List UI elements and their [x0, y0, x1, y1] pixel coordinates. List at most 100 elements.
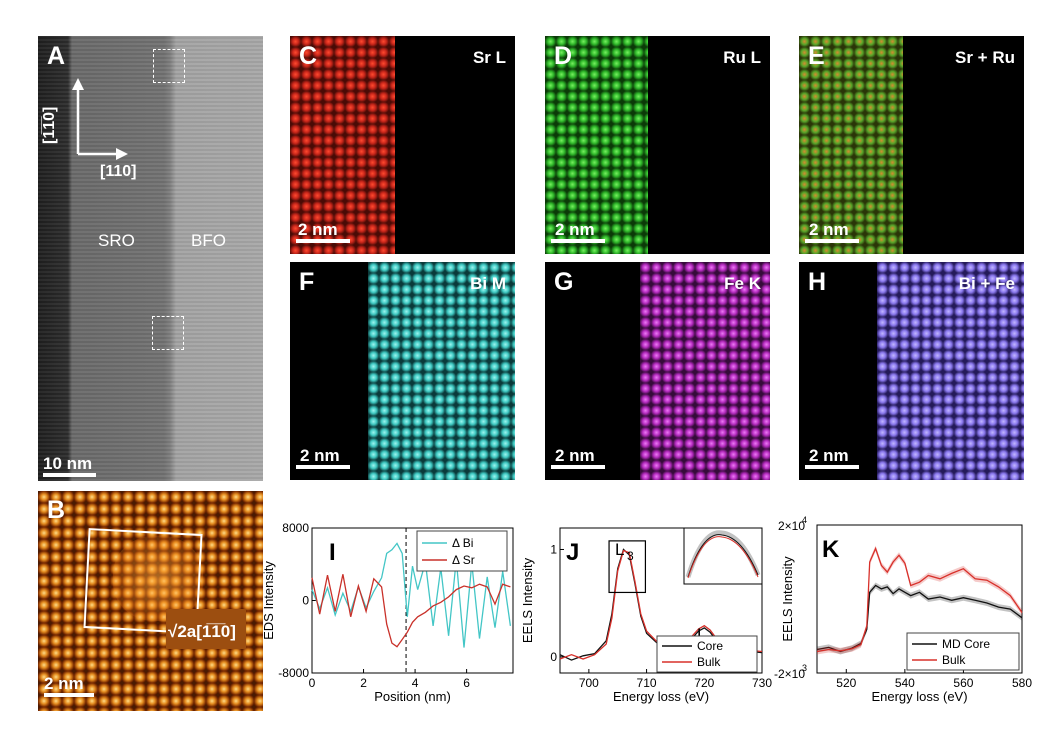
panel-label-c: C — [299, 42, 318, 70]
i-ytick-label-1: 0 — [302, 594, 309, 608]
panel-label-j: J — [566, 539, 579, 566]
j-ytick-label-1: 0 — [550, 650, 557, 664]
scale-bar-label-d: 2 nm — [555, 220, 595, 239]
k-plot-frame — [816, 524, 1023, 674]
scale-bar-h — [805, 465, 859, 469]
scale-bar-e — [805, 239, 859, 243]
k-series-line-0 — [816, 584, 1023, 653]
scale-bar-d — [551, 239, 605, 243]
i-y-axis-label: EDS Intensity — [261, 561, 276, 640]
map-element-g: Fe K — [724, 274, 761, 293]
j-plot-frame — [559, 527, 763, 674]
panel-a-stem-image: A [1̅1̅0] [110] SRO BFO 10 nm — [38, 36, 263, 481]
scale-bar-b — [44, 693, 94, 697]
i-legend-label-1: Δ Sr — [452, 553, 475, 567]
k-ytick-bottom-exp: 3 — [802, 663, 807, 673]
k-xtick-label-1: 540 — [895, 676, 915, 690]
k-y-axis-label: EELS Intensity — [780, 556, 795, 642]
j-legend-label-0: Core — [697, 639, 723, 653]
j-xtick-label-0: 700 — [579, 676, 599, 690]
j-xtick-label-1: 710 — [637, 676, 657, 690]
i-legend-label-0: Δ Bi — [452, 536, 473, 550]
scale-bar-label-g: 2 nm — [555, 446, 595, 465]
map-f-signal — [368, 262, 515, 480]
map-c-signal — [290, 36, 395, 254]
i-ytick-label-0: 8000 — [282, 521, 309, 535]
j-annotation-l2-letter: L — [697, 625, 706, 644]
k-band-0 — [817, 582, 1022, 655]
map-g-fe: G Fe K 2 nm — [545, 262, 770, 480]
scale-bar-label-b: 2 nm — [44, 674, 84, 693]
region-label-sro: SRO — [98, 231, 135, 250]
k-legend-label-1: Bulk — [942, 653, 966, 667]
i-x-axis-label: Position (nm) — [374, 689, 451, 704]
k-xtick-label-3: 580 — [1012, 676, 1032, 690]
panel-label-f: F — [299, 268, 315, 296]
panel-label-e: E — [808, 42, 825, 70]
j-inset-bulk-line — [687, 536, 759, 579]
map-f-bi: F Bi M 2 nm — [290, 262, 515, 480]
panel-label-k: K — [822, 536, 840, 563]
scale-bar-label-c: 2 nm — [298, 220, 338, 239]
k-x-axis-label: Energy loss (eV) — [871, 689, 967, 704]
panel-label-b: B — [47, 496, 66, 524]
scale-bar-c — [296, 239, 350, 243]
i-series-line-1 — [311, 574, 511, 648]
panel-b-haadf-image: B √2a[1̅1̅0] 2 nm — [38, 491, 263, 711]
defect-box-top — [153, 49, 185, 83]
map-element-e: Sr + Ru — [955, 48, 1015, 67]
k-band-1 — [817, 545, 1022, 655]
i-xtick-label-3: 6 — [463, 676, 470, 690]
map-c-sr: C Sr L 2 nm — [290, 36, 515, 254]
chart-k-o-eels: K 520 540 560 580 2×104 -2×103 Energy loss (eV)… — [774, 515, 1032, 704]
k-legend-label-0: MD Core — [942, 637, 990, 651]
j-annotation-l3-sub: 3 — [627, 549, 634, 563]
k-legend-box — [906, 632, 1020, 671]
scale-bar-a — [43, 473, 96, 477]
i-xtick-label-2: 4 — [412, 676, 419, 690]
j-peak-box — [608, 540, 647, 594]
j-annotation-l3-letter: L — [615, 540, 624, 559]
map-g-signal — [640, 262, 770, 480]
j-xtick-label-3: 730 — [752, 676, 772, 690]
map-d-signal — [545, 36, 648, 254]
k-xtick-label-0: 520 — [836, 676, 856, 690]
i-ytick-label-2: -8000 — [278, 666, 309, 680]
k-ytick-top-base: 2×10 — [778, 519, 805, 533]
map-element-c: Sr L — [472, 48, 506, 67]
map-element-d: Ru L — [723, 48, 761, 67]
panel-label-g: G — [554, 268, 574, 296]
i-legend-box — [416, 530, 508, 572]
map-element-h: Bi + Fe — [958, 274, 1015, 293]
k-xtick-label-2: 560 — [953, 676, 973, 690]
panel-label-i: I — [329, 539, 336, 566]
j-legend-box — [656, 635, 758, 673]
map-e-sr-ru: E Sr + Ru 2 nm — [799, 36, 1024, 254]
scale-bar-label-f: 2 nm — [300, 446, 340, 465]
lattice-vector-label: √2a[1̅1̅0] — [168, 622, 236, 641]
map-e-signal — [799, 36, 903, 254]
map-d-ru: D Ru L 2 nm — [545, 36, 770, 254]
j-xtick-label-2: 720 — [694, 676, 714, 690]
k-ytick-top-exp: 4 — [802, 515, 807, 525]
panel-label-d: D — [554, 42, 573, 70]
scale-bar-label-e: 2 nm — [809, 220, 849, 239]
scale-bar-f — [296, 465, 350, 469]
j-y-axis-label: EELS Intensity — [520, 557, 535, 643]
k-series-line-1 — [816, 546, 1023, 653]
map-h-bi-fe: H Bi + Fe 2 nm — [799, 262, 1024, 480]
defect-glow — [113, 536, 203, 621]
j-inset-core-line — [687, 534, 759, 578]
orientation-arrows — [72, 78, 128, 160]
i-xtick-label-0: 0 — [309, 676, 316, 690]
map-h-signal — [877, 262, 1024, 480]
region-label-bfo: BFO — [191, 231, 226, 250]
j-ytick-label-0: 1 — [550, 542, 557, 556]
j-legend-label-1: Bulk — [697, 655, 721, 669]
panel-label-a: A — [47, 42, 66, 70]
k-ytick-bottom-base: -2×10 — [774, 667, 805, 681]
scale-bar-g — [551, 465, 605, 469]
defect-box-bottom — [152, 316, 184, 350]
axis-label-up: [1̅1̅0] — [41, 106, 58, 144]
